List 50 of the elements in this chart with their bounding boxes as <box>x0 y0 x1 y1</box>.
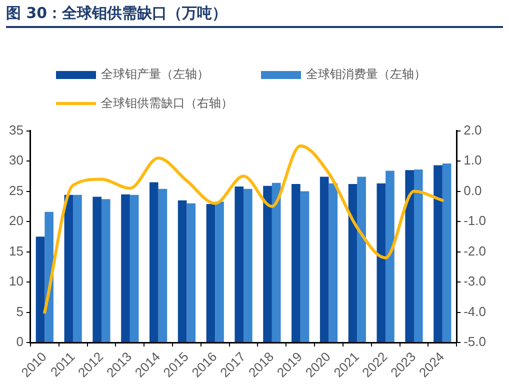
bar <box>130 194 139 342</box>
line-series <box>43 144 444 314</box>
bar <box>386 170 394 342</box>
legend-label: 全球钼消费量（左轴） <box>306 66 426 83</box>
bar <box>414 170 423 342</box>
bar <box>272 182 281 342</box>
bar <box>101 199 110 342</box>
bar <box>263 186 272 342</box>
y2-tick-label: 0.0 <box>464 182 482 198</box>
y-tick-label: 30 <box>8 152 24 168</box>
bar <box>244 188 252 342</box>
y-tick-label: 0 <box>16 334 24 350</box>
y2-tick-label: -2.0 <box>464 243 486 258</box>
bar <box>376 183 386 342</box>
bar <box>158 188 168 342</box>
bar <box>206 204 216 342</box>
y2-tick-label: -4.0 <box>464 304 486 319</box>
bar <box>234 186 244 342</box>
y-tick-label: 20 <box>8 213 24 228</box>
y2-tick-label: 2.0 <box>464 122 482 138</box>
y-tick-label: 15 <box>8 243 24 258</box>
y2-tick-label: 1.0 <box>464 152 482 168</box>
bar <box>36 236 45 342</box>
bar <box>328 183 338 342</box>
bar <box>292 184 300 342</box>
bar <box>405 170 414 342</box>
y2-tick-label: -3.0 <box>464 274 486 289</box>
legend-label: 全球钼产量（左轴） <box>101 66 209 83</box>
bar <box>178 200 187 342</box>
bar <box>121 194 130 342</box>
y-tick-label: 5 <box>16 304 24 319</box>
y-tick-label: 25 <box>8 182 24 198</box>
bar <box>92 196 102 342</box>
bar <box>73 194 82 342</box>
y-tick-label: 35 <box>8 122 24 138</box>
bar <box>320 176 329 342</box>
chart-title: 图 30：全球钼供需缺口（万吨） <box>6 4 503 28</box>
bar <box>348 184 358 342</box>
bar <box>186 203 196 342</box>
bar <box>434 165 442 342</box>
bar <box>64 194 74 342</box>
bar <box>300 191 310 342</box>
bar <box>215 202 224 342</box>
bar <box>442 163 452 342</box>
bar <box>357 176 366 342</box>
y2-tick-label: -5.0 <box>464 334 486 350</box>
y2-tick-label: -1.0 <box>464 213 486 228</box>
bar <box>149 182 158 342</box>
y-tick-label: 10 <box>8 274 24 289</box>
legend-label: 全球钼供需缺口（右轴） <box>101 95 233 112</box>
